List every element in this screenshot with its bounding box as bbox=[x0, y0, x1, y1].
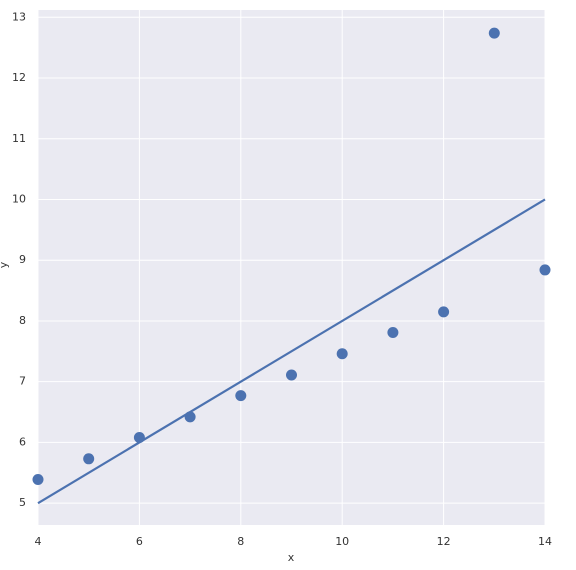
point bbox=[488, 27, 500, 39]
point bbox=[387, 326, 399, 338]
y-tick-label: 6 bbox=[19, 435, 26, 448]
y-tick-label: 10 bbox=[12, 192, 26, 205]
x-tick-label: 12 bbox=[437, 535, 451, 548]
x-tick-label: 14 bbox=[538, 535, 552, 548]
point bbox=[286, 369, 297, 381]
y-tick-label: 8 bbox=[19, 314, 26, 327]
y-tick-label: 7 bbox=[19, 375, 26, 388]
point bbox=[438, 306, 450, 318]
x-tick-label: 4 bbox=[35, 535, 42, 548]
x-tick-label: 6 bbox=[136, 535, 143, 548]
plot-area bbox=[38, 10, 545, 525]
y-axis-label: y bbox=[0, 261, 10, 268]
point bbox=[539, 264, 551, 276]
point bbox=[83, 453, 95, 465]
point bbox=[235, 390, 247, 402]
point bbox=[184, 411, 196, 423]
y-tick-label: 9 bbox=[19, 253, 26, 266]
point bbox=[336, 348, 348, 360]
x-axis-label: x bbox=[288, 551, 295, 564]
y-tick-label: 11 bbox=[12, 132, 26, 145]
y-tick-label: 5 bbox=[19, 496, 26, 509]
x-tick-label: 10 bbox=[335, 535, 349, 548]
y-tick-label: 12 bbox=[12, 71, 26, 84]
y-tick-label: 13 bbox=[12, 10, 26, 23]
point bbox=[32, 473, 44, 485]
point bbox=[133, 432, 145, 444]
x-tick-label: 8 bbox=[237, 535, 244, 548]
regression-line bbox=[37, 198, 546, 505]
